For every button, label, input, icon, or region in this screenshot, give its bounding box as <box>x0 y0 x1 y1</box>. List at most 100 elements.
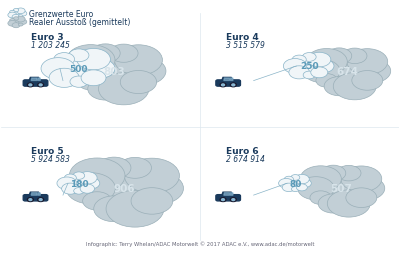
Circle shape <box>38 198 44 202</box>
Circle shape <box>77 49 110 71</box>
Circle shape <box>220 198 226 202</box>
Polygon shape <box>38 79 40 81</box>
Circle shape <box>91 45 120 63</box>
Circle shape <box>292 187 299 192</box>
Circle shape <box>8 21 17 27</box>
FancyBboxPatch shape <box>23 81 48 87</box>
Text: 507: 507 <box>330 184 352 194</box>
Polygon shape <box>29 193 46 196</box>
Circle shape <box>39 85 42 86</box>
Text: 674: 674 <box>336 67 358 77</box>
Circle shape <box>114 46 162 76</box>
Polygon shape <box>230 193 233 195</box>
Circle shape <box>232 199 235 201</box>
Text: Grenzwerte Euro: Grenzwerte Euro <box>29 10 94 19</box>
Circle shape <box>38 84 44 87</box>
Circle shape <box>232 85 235 86</box>
Circle shape <box>313 60 334 73</box>
Text: Realer Ausstoß (gemittelt): Realer Ausstoß (gemittelt) <box>29 18 130 27</box>
Circle shape <box>311 68 328 78</box>
Circle shape <box>29 199 32 201</box>
Circle shape <box>16 9 25 14</box>
Circle shape <box>346 188 377 208</box>
Circle shape <box>66 173 115 204</box>
Text: Euro 3: Euro 3 <box>31 33 64 42</box>
Circle shape <box>14 9 19 13</box>
Circle shape <box>78 172 97 184</box>
Polygon shape <box>29 78 46 82</box>
Circle shape <box>66 45 115 76</box>
Circle shape <box>327 190 370 217</box>
Circle shape <box>133 173 184 204</box>
Text: 250: 250 <box>300 62 318 71</box>
Circle shape <box>220 84 226 87</box>
Circle shape <box>80 184 94 194</box>
Circle shape <box>57 177 77 190</box>
Circle shape <box>347 50 388 75</box>
Circle shape <box>16 17 25 23</box>
Circle shape <box>69 158 125 194</box>
Circle shape <box>333 73 376 100</box>
Circle shape <box>78 75 103 91</box>
Circle shape <box>41 58 75 80</box>
Circle shape <box>352 71 383 91</box>
Circle shape <box>118 158 152 179</box>
Circle shape <box>98 73 149 105</box>
Circle shape <box>10 20 15 23</box>
Circle shape <box>311 170 371 207</box>
Circle shape <box>303 72 315 80</box>
Circle shape <box>348 177 385 200</box>
Text: 5 924 583: 5 924 583 <box>31 154 70 163</box>
Circle shape <box>327 49 352 65</box>
Circle shape <box>28 198 33 202</box>
Circle shape <box>8 13 17 19</box>
Text: Euro 5: Euro 5 <box>31 146 64 155</box>
Polygon shape <box>31 193 37 195</box>
Circle shape <box>292 56 306 65</box>
Polygon shape <box>31 79 37 81</box>
Circle shape <box>298 177 334 200</box>
Circle shape <box>19 20 27 25</box>
Circle shape <box>282 183 296 192</box>
Circle shape <box>292 56 326 77</box>
Text: 906: 906 <box>114 184 135 194</box>
Circle shape <box>124 158 180 193</box>
Circle shape <box>298 179 311 188</box>
Circle shape <box>28 84 33 87</box>
Circle shape <box>81 71 106 86</box>
Circle shape <box>80 50 150 94</box>
Circle shape <box>39 199 42 201</box>
Circle shape <box>354 60 391 84</box>
Circle shape <box>304 60 340 83</box>
Circle shape <box>97 157 131 179</box>
Circle shape <box>70 77 88 88</box>
Circle shape <box>64 174 76 182</box>
Circle shape <box>342 49 367 64</box>
Circle shape <box>318 194 348 213</box>
Circle shape <box>64 58 106 85</box>
Circle shape <box>84 59 115 79</box>
Circle shape <box>296 184 307 191</box>
Polygon shape <box>230 79 233 81</box>
Circle shape <box>54 54 103 85</box>
Circle shape <box>11 10 24 19</box>
Circle shape <box>310 191 332 205</box>
Circle shape <box>29 85 32 86</box>
Polygon shape <box>222 193 238 196</box>
Circle shape <box>300 166 341 192</box>
Text: Euro 4: Euro 4 <box>226 33 258 42</box>
Text: 2 674 914: 2 674 914 <box>226 154 265 163</box>
Circle shape <box>279 179 294 188</box>
Circle shape <box>73 172 85 180</box>
Polygon shape <box>222 78 238 82</box>
Circle shape <box>306 49 347 75</box>
Circle shape <box>294 175 309 184</box>
Circle shape <box>74 188 84 194</box>
Polygon shape <box>224 79 230 81</box>
Text: Euro 6: Euro 6 <box>226 146 258 155</box>
Circle shape <box>84 163 164 214</box>
Circle shape <box>94 196 134 222</box>
Text: 3 515 579: 3 515 579 <box>226 41 265 50</box>
Text: 80: 80 <box>289 179 302 188</box>
Circle shape <box>289 67 310 80</box>
